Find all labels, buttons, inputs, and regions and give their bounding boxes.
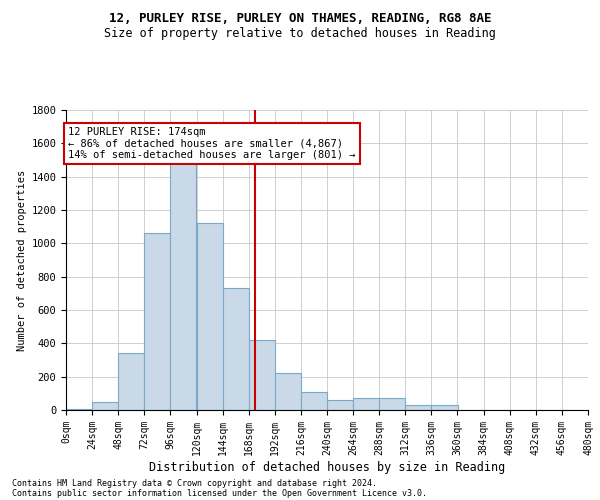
Text: Contains public sector information licensed under the Open Government Licence v3: Contains public sector information licen… [12,488,427,498]
Bar [170,164,196,410]
Y-axis label: Number of detached properties: Number of detached properties [17,170,27,350]
Bar [92,402,118,410]
Bar [223,288,249,410]
X-axis label: Distribution of detached houses by size in Reading: Distribution of detached houses by size … [149,460,505,473]
Bar [118,354,144,410]
Text: 12, PURLEY RISE, PURLEY ON THAMES, READING, RG8 8AE: 12, PURLEY RISE, PURLEY ON THAMES, READI… [109,12,491,26]
Bar [406,405,431,410]
Bar [379,398,406,410]
Bar [145,234,170,410]
Bar [249,340,275,410]
Text: 12 PURLEY RISE: 174sqm
← 86% of detached houses are smaller (4,867)
14% of semi-: 12 PURLEY RISE: 174sqm ← 86% of detached… [68,126,356,160]
Bar [275,374,301,410]
Bar [301,392,327,410]
Bar [431,405,458,410]
Text: Size of property relative to detached houses in Reading: Size of property relative to detached ho… [104,28,496,40]
Bar [197,224,223,410]
Bar [353,398,379,410]
Bar [66,409,92,410]
Bar [327,400,353,410]
Text: Contains HM Land Registry data © Crown copyright and database right 2024.: Contains HM Land Registry data © Crown c… [12,478,377,488]
